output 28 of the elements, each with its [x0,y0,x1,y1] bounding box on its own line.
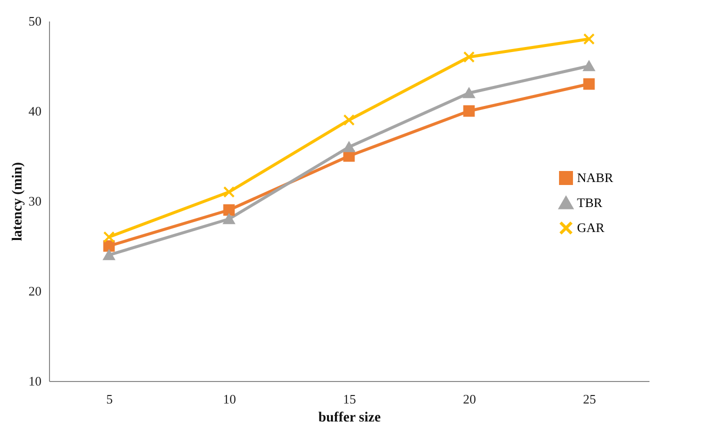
legend-label: TBR [577,195,603,210]
point [223,204,235,216]
x-tick-label: 25 [583,392,596,406]
x-tick-label: 10 [223,392,236,406]
x-tick-label: 20 [463,392,476,406]
point [583,33,595,45]
y-tick-label: 40 [28,104,42,118]
point [583,78,595,90]
point [343,114,355,126]
x-axis-title: buffer size [318,410,381,426]
y-axis-title: latency (min) [10,162,26,241]
legend-label: GAR [577,220,605,235]
point [343,142,355,152]
x-tick-label: 15 [343,392,356,406]
x-tick-label: 5 [106,392,113,406]
point [223,214,235,224]
y-tick-label: 10 [28,374,42,388]
point [583,60,595,72]
point [463,51,475,63]
y-tick-label: 30 [28,194,42,208]
point [463,88,475,98]
point [463,105,475,117]
point [103,231,115,243]
y-tick-label: 50 [28,14,42,28]
y-tick-label: 20 [28,284,42,298]
point [103,250,115,260]
point [223,186,235,198]
legend-label: NABR [577,170,614,185]
